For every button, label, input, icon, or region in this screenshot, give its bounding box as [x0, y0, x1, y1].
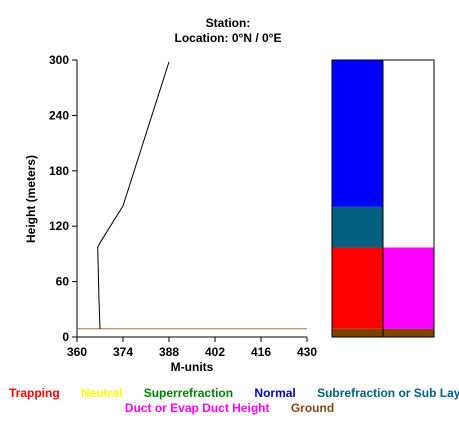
x-tick-label: 360 — [67, 345, 87, 359]
x-axis-label: M-units — [171, 360, 214, 374]
legend-item-neutral: Neutral — [81, 386, 123, 400]
y-axis-label: Height (meters) — [24, 155, 38, 243]
y-tick-label: 180 — [49, 164, 69, 178]
layer-segment — [332, 247, 383, 329]
y-tick-label: 120 — [49, 219, 69, 233]
x-tick-label: 416 — [251, 345, 271, 359]
legend-item-superrefraction: Superrefraction — [143, 386, 234, 400]
layer-segment — [383, 247, 434, 329]
plot-area: 0 60 120 180 240 300 360 374 388 402 416 430 — [49, 53, 317, 359]
layer-segment — [383, 60, 434, 248]
x-tick-label: 374 — [113, 345, 133, 359]
legend-row-2: Duct or Evap Duct Height Ground — [0, 401, 459, 415]
y-tick-label: 300 — [49, 53, 69, 67]
station-label: Station: — [205, 16, 251, 30]
x-tick-label: 402 — [205, 345, 225, 359]
location-label: Location: 0°N / 0°E — [174, 31, 282, 45]
profile-line — [97, 61, 170, 329]
legend-item-duct: Duct or Evap Duct Height — [124, 401, 270, 415]
legend-item-subrefraction: Subrefraction or Sub Layer — [317, 386, 459, 400]
layer-segment — [332, 328, 383, 337]
legend-item-ground: Ground — [290, 401, 335, 415]
x-tick-label: 430 — [297, 345, 317, 359]
y-tick-label: 60 — [56, 275, 70, 289]
layer-segment — [332, 60, 383, 207]
layer-segment — [332, 206, 383, 248]
legend-row-1: Trapping Neutral Superrefraction Normal … — [0, 386, 459, 400]
layer-columns — [331, 59, 435, 338]
y-tick-label: 240 — [49, 108, 69, 122]
y-tick-label: 0 — [62, 330, 69, 344]
layer-segment — [383, 328, 434, 337]
legend-item-normal: Normal — [254, 386, 296, 400]
legend-item-trapping: Trapping — [9, 386, 60, 400]
x-tick-label: 388 — [159, 345, 179, 359]
